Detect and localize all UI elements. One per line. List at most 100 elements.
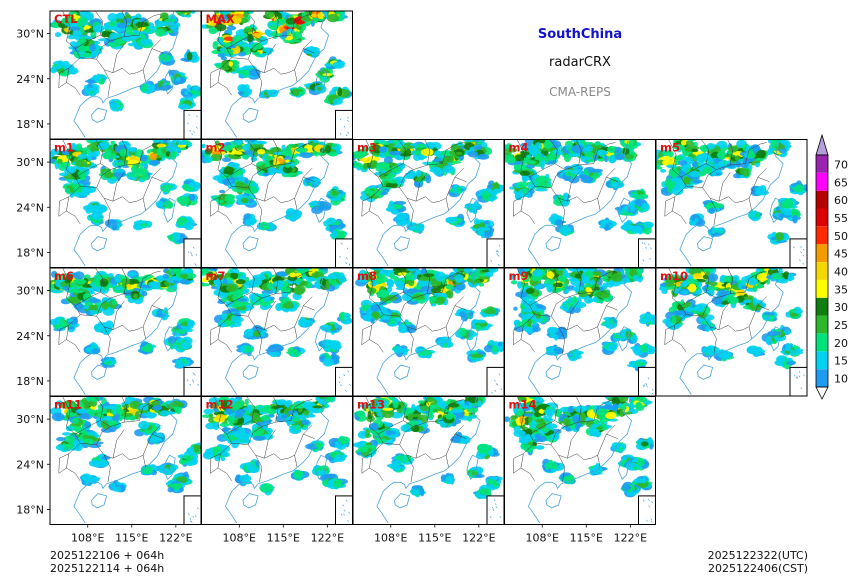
echo-cell — [282, 165, 293, 174]
echo-cell — [93, 280, 101, 288]
echo-cell — [724, 154, 736, 158]
province-border — [272, 11, 279, 37]
echo-cell — [379, 146, 387, 153]
province-border — [445, 198, 449, 211]
echo-cell — [140, 38, 153, 46]
inset-island — [347, 131, 350, 134]
province-border — [103, 326, 111, 354]
inset-island — [343, 125, 346, 128]
echo-cell — [387, 143, 396, 147]
echo-cell — [287, 145, 293, 150]
echo-cell — [317, 12, 322, 19]
echo-cell — [252, 42, 263, 50]
echo-cell — [399, 219, 412, 225]
echo-cell — [310, 13, 318, 18]
echo-cell — [407, 170, 416, 178]
province-border — [142, 69, 146, 82]
echo-cell — [208, 27, 218, 35]
panel-map — [353, 139, 504, 268]
inset-frame — [335, 238, 353, 268]
echo-cell — [172, 234, 181, 241]
panel-m4: m4 — [504, 139, 656, 268]
echo-cell — [585, 145, 593, 152]
echo-cell — [187, 319, 196, 328]
province-border — [255, 198, 263, 226]
echo-cell — [54, 323, 60, 330]
echo-cell — [285, 159, 290, 163]
echo-cell — [608, 154, 616, 164]
basemap — [58, 268, 178, 395]
echo-cell — [338, 189, 344, 194]
echo-cell — [133, 293, 138, 300]
echo-cell — [74, 279, 87, 285]
echo-cell — [534, 188, 548, 192]
echo-cell — [81, 163, 91, 167]
echo-cell — [425, 174, 432, 184]
echo-cell — [689, 170, 701, 178]
echo-cell — [332, 98, 343, 105]
echo-cell — [235, 306, 247, 311]
echo-cell — [250, 156, 258, 162]
echo-cell — [224, 49, 234, 54]
echo-cell — [413, 227, 424, 232]
echo-cell — [224, 195, 230, 202]
echo-cell — [78, 153, 89, 159]
province-border — [361, 201, 370, 217]
radar-echo-field — [50, 268, 197, 369]
echo-cell — [89, 298, 101, 304]
inset-island — [497, 254, 500, 257]
province-border — [272, 139, 279, 166]
panel-ctl: CTL — [49, 10, 202, 140]
inset-island — [800, 245, 802, 249]
hainan-island — [545, 236, 562, 252]
echo-cell — [578, 174, 588, 179]
inset-island — [802, 254, 805, 257]
province-border — [75, 163, 140, 178]
province-border — [246, 139, 255, 164]
province-border — [121, 139, 128, 166]
panel-map — [50, 139, 201, 268]
echo-cell — [67, 297, 80, 303]
echo-cell — [81, 188, 88, 194]
echo-cell — [248, 68, 261, 77]
panel-map — [201, 268, 353, 396]
province-border — [58, 72, 67, 89]
province-border — [255, 69, 263, 97]
echo-cell — [656, 166, 663, 170]
echo-cell — [586, 159, 596, 163]
province-border — [701, 139, 710, 164]
echo-cell — [73, 271, 85, 281]
echo-cell — [177, 196, 190, 205]
echo-cell — [719, 153, 724, 157]
echo-cell — [170, 151, 177, 160]
echo-cell — [728, 145, 738, 153]
echo-cell — [59, 172, 69, 177]
echo-cell — [89, 139, 101, 143]
echo-cell — [323, 220, 330, 227]
inset-island — [340, 242, 343, 245]
province-border — [121, 11, 128, 37]
hainan-island — [242, 107, 259, 123]
echo-cell — [114, 155, 120, 159]
echo-cell — [177, 140, 188, 145]
echo-cell — [92, 142, 98, 146]
echo-cell — [176, 76, 181, 82]
echo-cell — [132, 287, 141, 291]
echo-cell — [83, 204, 96, 211]
echo-cell — [712, 163, 725, 167]
echo-cell — [226, 285, 237, 292]
echo-cell — [324, 63, 333, 67]
echo-cell — [777, 140, 790, 144]
basemap — [513, 139, 633, 267]
echo-cell — [252, 32, 262, 39]
echo-cell — [733, 173, 741, 179]
echo-cell — [221, 60, 231, 67]
echo-cell — [592, 173, 601, 179]
province-border — [66, 325, 81, 353]
echo-cell — [584, 151, 594, 158]
province-border — [597, 198, 601, 211]
echo-cell — [259, 36, 268, 46]
inset-island — [194, 263, 197, 266]
coastline — [73, 268, 178, 395]
province-border — [142, 326, 146, 339]
